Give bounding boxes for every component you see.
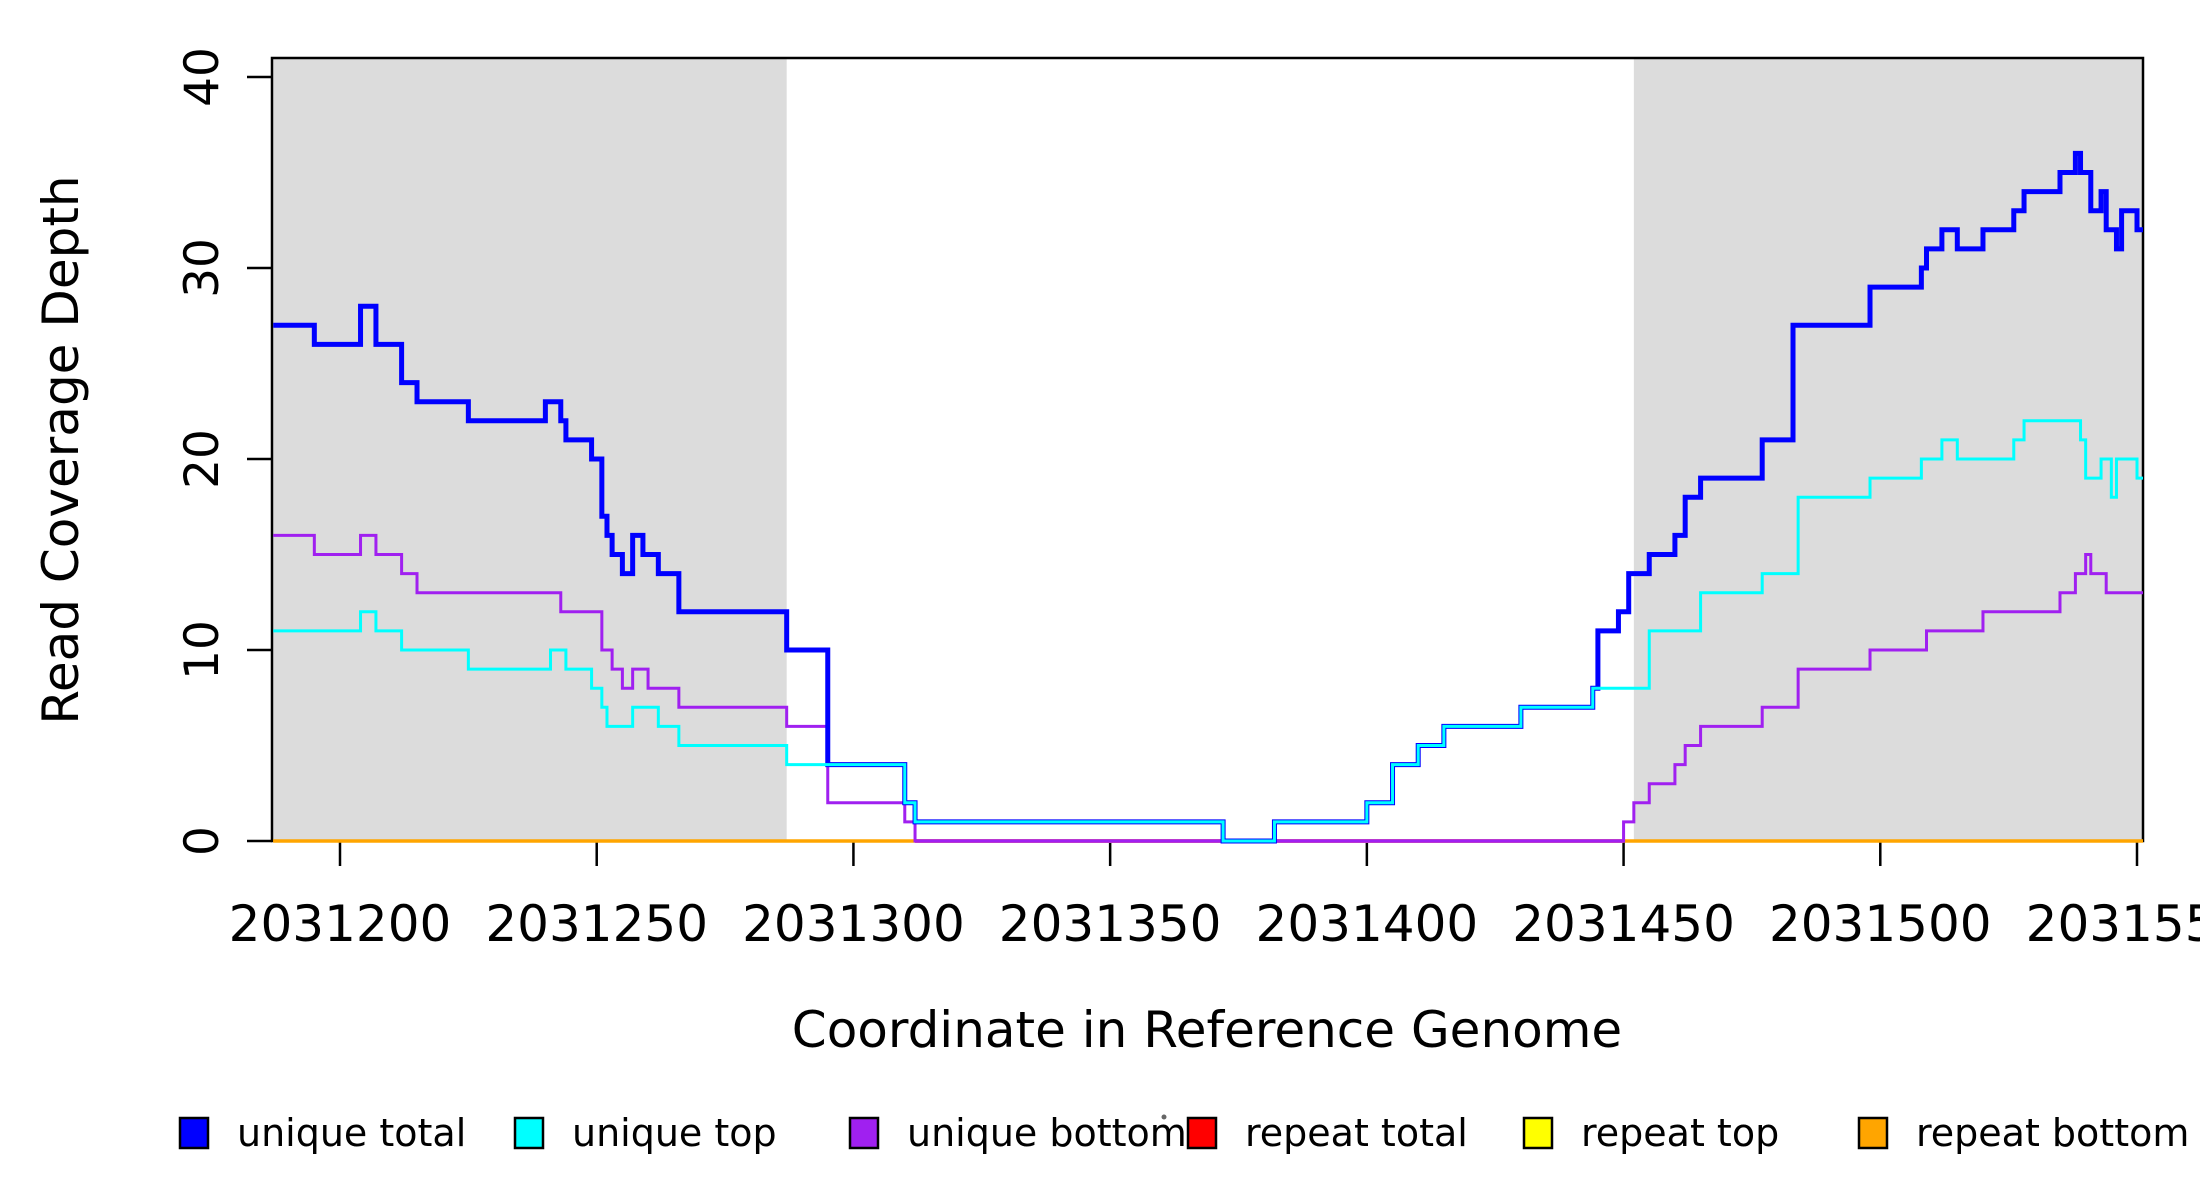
x-tick-label: 2031550 (2026, 895, 2200, 953)
series-unique-top (273, 419, 2143, 843)
legend: unique total unique top unique bottom repea… (178, 1111, 2189, 1155)
y-tick-label: 20 (175, 429, 230, 489)
legend-label-unique-total: unique total (237, 1111, 466, 1155)
coverage-series (273, 150, 2143, 844)
legend-label-unique-top: unique top (572, 1111, 777, 1155)
legend-swatch-repeat-total (1186, 1116, 1218, 1150)
masked-regions (273, 58, 2143, 841)
y-axis-ticks: 0 10 20 30 40 (175, 47, 272, 856)
stray-dot (1161, 1114, 1167, 1120)
x-tick-label: 2031350 (999, 895, 1222, 953)
series-unique-bottom (273, 533, 2143, 843)
y-tick-label: 10 (175, 620, 230, 680)
y-axis-title: Read Coverage Depth (32, 175, 90, 724)
legend-swatch-repeat-top (1522, 1116, 1554, 1150)
legend-label-repeat-total: repeat total (1245, 1111, 1468, 1155)
x-tick-label: 2031500 (1769, 895, 1992, 953)
legend-swatch-unique-total (178, 1116, 210, 1150)
x-tick-label: 2031250 (485, 895, 708, 953)
right-masked-region (1633, 58, 2143, 841)
legend-swatch-repeat-bottom (1857, 1116, 1889, 1150)
legend-label-repeat-bottom: repeat bottom (1916, 1111, 2189, 1155)
y-tick-label: 30 (175, 238, 230, 298)
legend-label-unique-bottom: unique bottom (907, 1111, 1187, 1155)
y-tick-label: 40 (175, 47, 230, 107)
x-axis-title: Coordinate in Reference Genome (792, 1001, 1622, 1059)
left-masked-region (273, 58, 787, 841)
x-axis-ticks: 2031200 2031250 2031300 2031350 2031400 20314… (229, 841, 2200, 953)
y-tick-label: 0 (175, 826, 230, 856)
legend-label-repeat-top: repeat top (1581, 1111, 1779, 1155)
x-tick-label: 2031200 (229, 895, 452, 953)
x-tick-label: 2031300 (742, 895, 965, 953)
x-tick-label: 2031400 (1256, 895, 1479, 953)
x-tick-label: 2031450 (1512, 895, 1735, 953)
legend-swatch-unique-bottom (848, 1116, 880, 1150)
legend-swatch-unique-top (513, 1116, 545, 1150)
